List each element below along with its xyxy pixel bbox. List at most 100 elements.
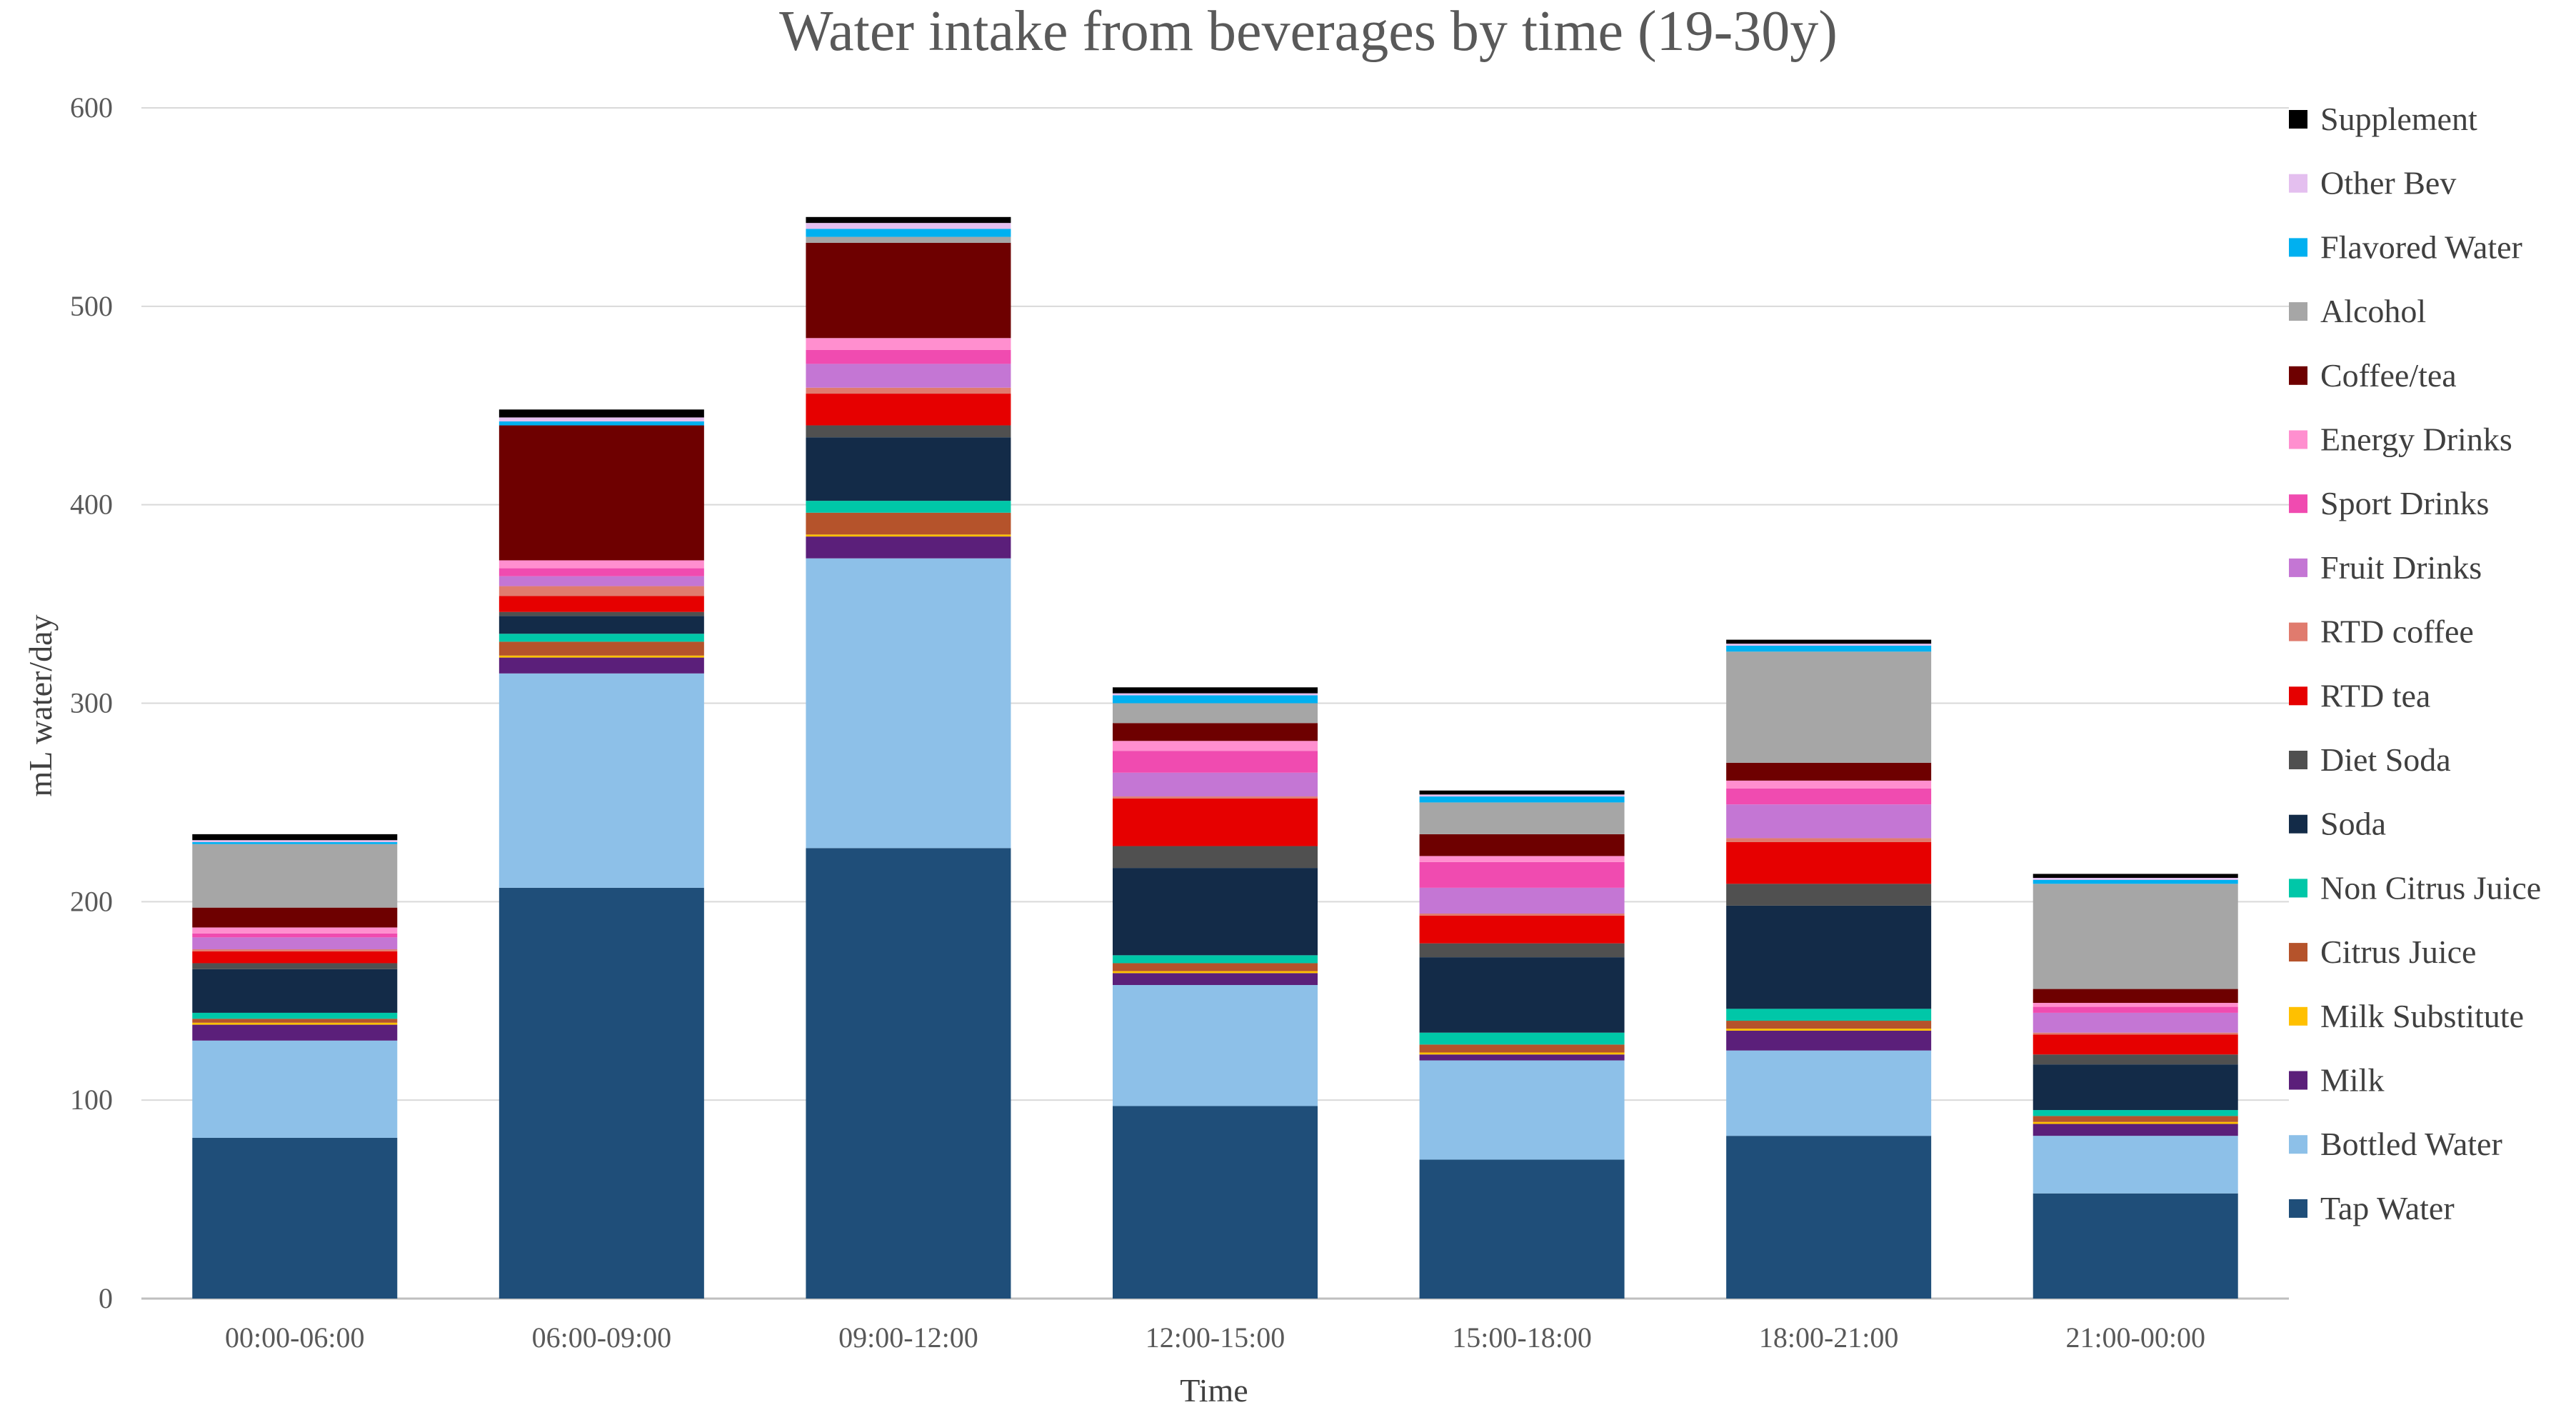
legend-label: Other Bev — [2320, 165, 2456, 201]
bar-segment-rtd-coffee — [498, 586, 704, 596]
bar-segment-milk — [1113, 973, 1318, 986]
legend-swatch — [2289, 302, 2307, 321]
bar-segment-coffee-tea — [1113, 723, 1318, 741]
legend-label: Citrus Juice — [2320, 934, 2476, 970]
bar-segment-rtd-tea — [1726, 841, 1932, 884]
legend-label: Supplement — [2320, 101, 2477, 137]
bar-segment-soda — [1419, 957, 1625, 1033]
bar-segment-bottled-water — [1419, 1060, 1625, 1160]
bar-segment-alcohol — [806, 236, 1011, 243]
bar-segment-non-citrus-juice — [498, 634, 704, 642]
bar-segment-energy-drinks — [1726, 780, 1932, 789]
legend-swatch — [2289, 814, 2307, 834]
bar-segment-soda — [498, 616, 704, 634]
legend-label: RTD tea — [2320, 677, 2430, 714]
bar-segment-milk — [1419, 1054, 1625, 1061]
bar-segment-milk-substitute — [1419, 1052, 1625, 1055]
bar-segment-bottled-water — [1113, 985, 1318, 1106]
legend-label: Diet Soda — [2320, 741, 2451, 778]
bar-segment-citrus-juice — [1726, 1021, 1932, 1029]
y-tick-label: 200 — [70, 885, 113, 917]
bar-segment-milk-substitute — [192, 1022, 398, 1025]
bar-segment-tap-water — [1419, 1159, 1625, 1299]
bar-segment-coffee-tea — [1419, 834, 1625, 856]
bar-segment-supplement — [806, 216, 1011, 224]
legend-swatch — [2289, 494, 2307, 514]
bar-segment-diet-soda — [1419, 943, 1625, 958]
legend-swatch — [2289, 366, 2307, 385]
bar-segment-flavored-water — [2033, 879, 2238, 884]
legend-swatch — [2289, 686, 2307, 706]
bar-segment-tap-water — [2033, 1193, 2238, 1299]
legend-label: Bottled Water — [2320, 1126, 2502, 1162]
bar-segment-citrus-juice — [192, 1019, 398, 1023]
bar-segment-other-bev — [192, 840, 398, 842]
bar-segment-fruit-drinks — [1419, 887, 1625, 914]
x-axis-title: Time — [1180, 1372, 1248, 1409]
bar-segment-flavored-water — [1419, 796, 1625, 803]
bar-segment-flavored-water — [498, 421, 704, 426]
bar-segment-alcohol — [192, 844, 398, 908]
legend-swatch — [2289, 430, 2307, 449]
bar-segment-rtd-coffee — [806, 387, 1011, 394]
bar-segment-other-bev — [498, 417, 704, 421]
bar-segment-sport-drinks — [2033, 1006, 2238, 1013]
legend-label: RTD coffee — [2320, 614, 2474, 650]
bar-segment-tap-water — [1726, 1136, 1932, 1299]
legend-label: Sport Drinks — [2320, 485, 2489, 521]
bar-segment-milk-substitute — [498, 655, 704, 658]
x-tick-label: 09:00-12:00 — [838, 1321, 978, 1354]
bar-segment-bottled-water — [192, 1040, 398, 1138]
legend-swatch — [2289, 1071, 2307, 1090]
bar-segment-coffee-tea — [2033, 989, 2238, 1004]
bar-segment-energy-drinks — [192, 927, 398, 934]
bar-segment-soda — [1113, 868, 1318, 956]
bar-segment-milk-substitute — [1113, 971, 1318, 974]
bar-segment-soda — [1726, 905, 1932, 1009]
bar-segment-fruit-drinks — [2033, 1012, 2238, 1033]
bar-segment-coffee-tea — [192, 907, 398, 928]
x-tick-label: 18:00-21:00 — [1759, 1321, 1899, 1354]
bar-segment-supplement — [1419, 790, 1625, 795]
bar-segment-energy-drinks — [1419, 856, 1625, 862]
bar-segment-soda — [2033, 1064, 2238, 1111]
bar-segment-non-citrus-juice — [806, 501, 1011, 513]
bar-segment-coffee-tea — [498, 425, 704, 561]
bar-segment-other-bev — [2033, 877, 2238, 880]
bar-segment-energy-drinks — [498, 560, 704, 569]
legend-swatch — [2289, 238, 2307, 257]
bar-segment-energy-drinks — [2033, 1003, 2238, 1007]
bar-segment-supplement — [1113, 687, 1318, 694]
bar-segment-bottled-water — [1726, 1050, 1932, 1136]
bar-segment-sport-drinks — [1419, 861, 1625, 888]
legend-swatch — [2289, 1199, 2307, 1218]
y-axis-title: mL water/day — [22, 614, 59, 796]
bar-segment-energy-drinks — [806, 338, 1011, 350]
y-tick-label: 600 — [70, 91, 113, 124]
bar-segment-tap-water — [192, 1137, 398, 1299]
legend-swatch — [2289, 622, 2307, 641]
bar-segment-rtd-coffee — [1419, 914, 1625, 916]
bar-segment-citrus-juice — [806, 512, 1011, 535]
bar-segment-rtd-tea — [1113, 798, 1318, 846]
bar-segment-diet-soda — [806, 425, 1011, 438]
legend-label: Alcohol — [2320, 293, 2426, 329]
bar-segment-bottled-water — [806, 558, 1011, 849]
bar-segment-sport-drinks — [1113, 751, 1318, 773]
bar-segment-diet-soda — [498, 611, 704, 616]
bar-segment-coffee-tea — [1726, 762, 1932, 781]
y-tick-label: 300 — [70, 687, 113, 719]
bar-segment-non-citrus-juice — [1419, 1032, 1625, 1045]
bar-segment-other-bev — [1726, 644, 1932, 646]
x-tick-label: 06:00-09:00 — [532, 1321, 672, 1354]
bar-segment-non-citrus-juice — [192, 1012, 398, 1019]
bar-segment-rtd-tea — [192, 951, 398, 964]
bar-segment-tap-water — [806, 848, 1011, 1299]
bar-segment-fruit-drinks — [806, 364, 1011, 388]
bar-segment-fruit-drinks — [1726, 804, 1932, 839]
bar-segment-milk — [1726, 1030, 1932, 1051]
bar-segment-rtd-tea — [806, 394, 1011, 426]
bar-segment-fruit-drinks — [192, 937, 398, 950]
